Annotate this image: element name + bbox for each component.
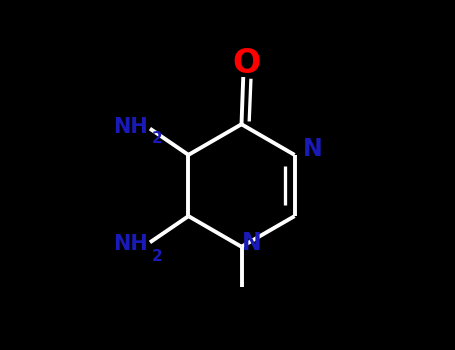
Text: N: N	[242, 231, 261, 254]
Text: NH: NH	[113, 117, 148, 137]
Text: 2: 2	[152, 132, 162, 146]
Text: O: O	[233, 47, 261, 80]
Text: NH: NH	[113, 234, 148, 254]
Text: N: N	[303, 136, 323, 161]
Text: 2: 2	[152, 248, 162, 264]
